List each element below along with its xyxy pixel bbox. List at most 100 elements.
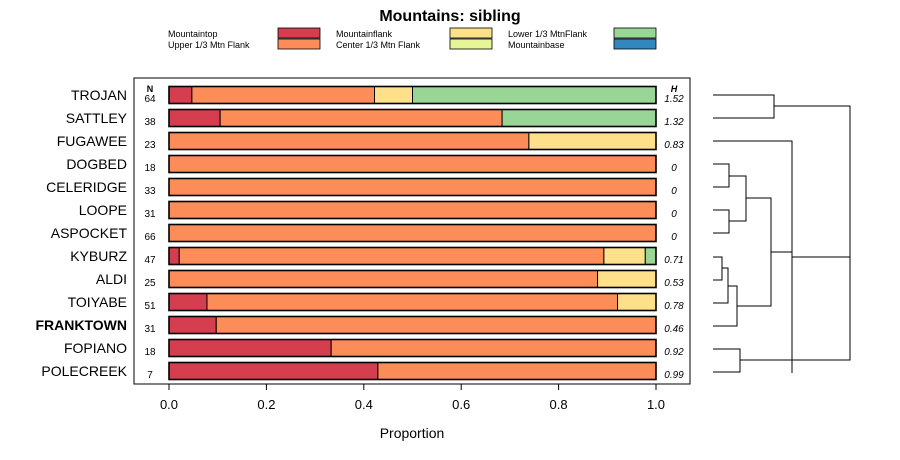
bar-segment bbox=[330, 339, 657, 357]
bar-segment bbox=[644, 247, 657, 265]
bar-segment bbox=[168, 178, 657, 196]
bar-segment bbox=[178, 247, 605, 265]
h-value: 0.92 bbox=[664, 347, 684, 358]
h-value: 1.32 bbox=[664, 117, 684, 128]
h-value: 0 bbox=[671, 186, 677, 197]
bar-segment bbox=[501, 109, 657, 127]
legend-swatch bbox=[449, 38, 493, 50]
bar-segment bbox=[597, 270, 657, 288]
category-label: LOOPE bbox=[79, 202, 127, 218]
h-value: 0.78 bbox=[664, 301, 684, 312]
x-tick-label: 1.0 bbox=[647, 397, 665, 412]
category-label: FRANKTOWN bbox=[35, 317, 127, 333]
n-column-header: N bbox=[147, 84, 154, 94]
n-value: 51 bbox=[144, 301, 156, 312]
category-label: SATTLEY bbox=[66, 110, 128, 126]
category-label: CELERIDGE bbox=[46, 179, 127, 195]
bar-segment bbox=[168, 109, 221, 127]
bar-outline bbox=[168, 292, 657, 312]
h-value: 0.99 bbox=[664, 370, 684, 381]
dendrogram-branch bbox=[713, 163, 730, 188]
n-value: 38 bbox=[144, 117, 156, 128]
bar-outline bbox=[168, 246, 657, 266]
n-value: 66 bbox=[144, 232, 156, 243]
x-tick-label: 0.4 bbox=[355, 397, 373, 412]
dendrogram bbox=[713, 94, 851, 373]
dendrogram-branch bbox=[713, 94, 775, 119]
dendrogram-branch bbox=[740, 257, 851, 361]
bar-segment bbox=[191, 86, 376, 104]
bar-outline bbox=[168, 269, 657, 289]
dendrogram-branch bbox=[737, 197, 772, 307]
category-label: ASPOCKET bbox=[51, 225, 128, 241]
category-label: FOPIANO bbox=[64, 340, 127, 356]
legend-swatch bbox=[277, 38, 321, 50]
bar-segment bbox=[374, 86, 414, 104]
bar-segment bbox=[168, 270, 599, 288]
x-tick-label: 0.2 bbox=[257, 397, 275, 412]
n-value: 64 bbox=[144, 94, 156, 105]
bar-outline bbox=[168, 361, 657, 381]
category-label: ALDI bbox=[96, 271, 127, 287]
dendrogram-branch bbox=[713, 285, 738, 327]
bar-outline bbox=[168, 315, 657, 335]
bar-outline bbox=[168, 85, 657, 105]
h-value: 1.52 bbox=[664, 94, 684, 105]
legend-swatch bbox=[613, 38, 657, 50]
x-tick-label: 0.6 bbox=[452, 397, 470, 412]
category-label: POLECREEK bbox=[41, 363, 127, 379]
bar-segment bbox=[528, 132, 657, 150]
dendrogram-branch bbox=[729, 175, 747, 222]
n-value: 47 bbox=[144, 255, 156, 266]
n-value: 18 bbox=[144, 163, 156, 174]
h-column-header: H bbox=[671, 84, 678, 94]
bar-segment bbox=[168, 247, 180, 265]
h-value: 0.83 bbox=[664, 140, 684, 151]
dendrogram-branch bbox=[713, 267, 729, 304]
bar-outline bbox=[168, 154, 657, 174]
bar-rows: TROJAN 64 1.52 SATTLEY 38 1.32 FUGAWEE 23 0.83 DO… bbox=[35, 85, 684, 381]
n-value: 23 bbox=[144, 140, 156, 151]
legend-label: Center 1/3 Mtn Flank bbox=[336, 40, 421, 50]
x-tick-label: 0.0 bbox=[160, 397, 178, 412]
h-value: 0.53 bbox=[664, 278, 684, 289]
category-label: TROJAN bbox=[71, 87, 127, 103]
bar-outline bbox=[168, 108, 657, 128]
bar-segment bbox=[412, 86, 657, 104]
bar-segment bbox=[168, 293, 208, 311]
bar-segment bbox=[168, 224, 657, 242]
bar-outline bbox=[168, 177, 657, 197]
n-value: 18 bbox=[144, 347, 156, 358]
dendrogram-branch bbox=[713, 348, 741, 373]
h-value: 0 bbox=[671, 163, 677, 174]
dendrogram-branch bbox=[713, 209, 730, 234]
x-tick-label: 0.8 bbox=[550, 397, 568, 412]
h-value: 0 bbox=[671, 232, 677, 243]
plot-frame bbox=[133, 77, 691, 385]
legend-label: Upper 1/3 Mtn Flank bbox=[168, 40, 250, 50]
bar-segment bbox=[215, 316, 657, 334]
chart-title: Mountains: sibling bbox=[379, 8, 520, 25]
bar-segment bbox=[168, 339, 332, 357]
h-value: 0 bbox=[671, 209, 677, 220]
bar-segment bbox=[168, 86, 193, 104]
dendrogram-branch bbox=[713, 256, 723, 281]
category-label: KYBURZ bbox=[70, 248, 127, 264]
category-label: TOIYABE bbox=[68, 294, 127, 310]
n-value: 33 bbox=[144, 186, 156, 197]
bar-outline bbox=[168, 223, 657, 243]
bar-segment bbox=[377, 362, 657, 380]
n-value: 31 bbox=[144, 324, 156, 335]
legend-swatch bbox=[449, 27, 493, 39]
legend-label: Lower 1/3 MtnFlank bbox=[508, 29, 588, 39]
bar-outline bbox=[168, 131, 657, 151]
bar-segment bbox=[617, 293, 657, 311]
legend-label: Mountainbase bbox=[508, 40, 565, 50]
bar-segment bbox=[168, 132, 530, 150]
h-value: 0.71 bbox=[664, 255, 683, 266]
legend-label: Mountainflank bbox=[336, 29, 393, 39]
legend-swatch bbox=[277, 27, 321, 39]
bar-outline bbox=[168, 200, 657, 220]
